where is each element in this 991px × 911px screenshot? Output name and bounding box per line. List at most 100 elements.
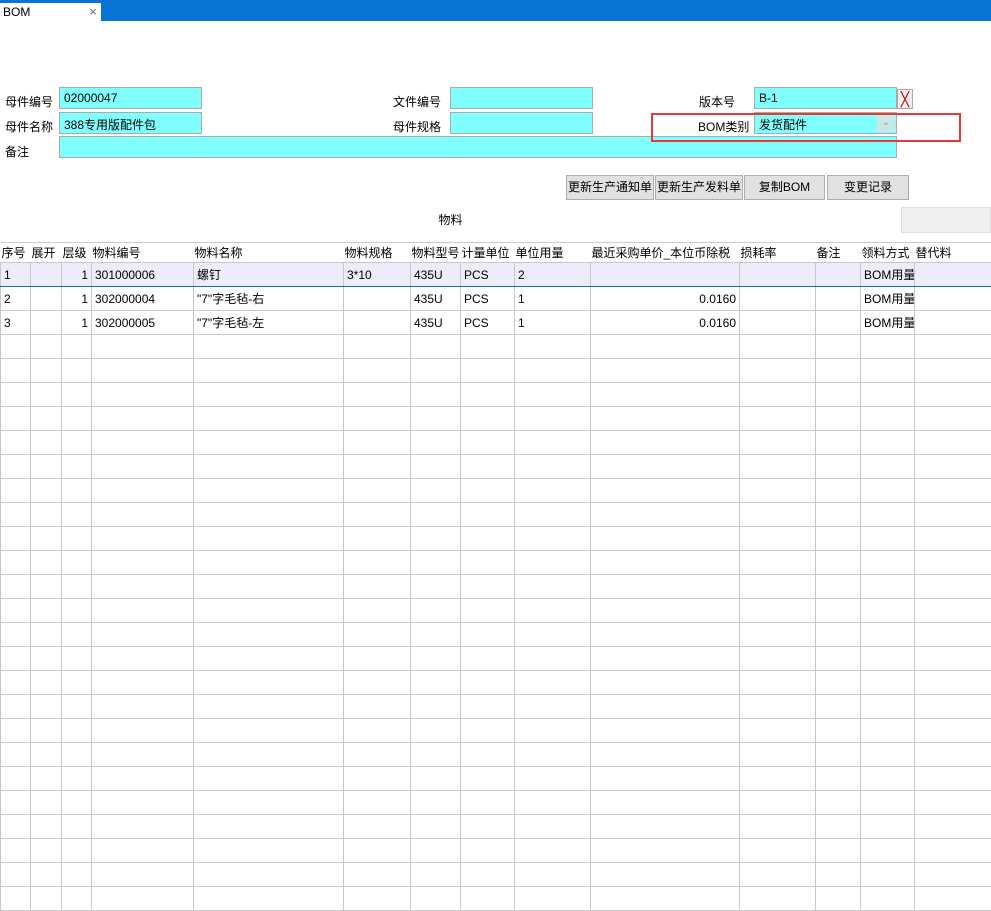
table-cell[interactable] <box>461 671 515 695</box>
table-cell[interactable] <box>92 335 194 359</box>
table-cell[interactable] <box>344 623 411 647</box>
table-cell[interactable] <box>915 695 991 719</box>
table-cell[interactable] <box>62 503 92 527</box>
table-cell[interactable] <box>861 719 915 743</box>
table-cell[interactable] <box>344 335 411 359</box>
table-row[interactable] <box>1 887 991 911</box>
table-cell[interactable] <box>915 479 991 503</box>
table-cell[interactable] <box>62 647 92 671</box>
table-cell[interactable]: BOM用量 <box>861 263 915 287</box>
table-cell[interactable]: 螺钉 <box>194 263 344 287</box>
table-cell[interactable] <box>461 455 515 479</box>
column-header[interactable]: 物料编号 <box>92 243 194 263</box>
table-cell[interactable] <box>915 407 991 431</box>
table-cell[interactable] <box>92 407 194 431</box>
table-cell[interactable] <box>411 455 461 479</box>
clear-version-icon[interactable]: ╳ <box>897 89 913 109</box>
table-cell[interactable] <box>461 839 515 863</box>
table-cell[interactable] <box>194 479 344 503</box>
table-cell[interactable] <box>515 359 591 383</box>
table-cell[interactable] <box>344 455 411 479</box>
table-cell[interactable] <box>861 695 915 719</box>
table-cell[interactable] <box>740 647 816 671</box>
table-cell[interactable] <box>62 887 92 911</box>
table-cell[interactable] <box>344 575 411 599</box>
table-cell[interactable] <box>861 623 915 647</box>
table-cell[interactable] <box>915 815 991 839</box>
table-cell[interactable] <box>816 647 861 671</box>
table-cell[interactable] <box>515 767 591 791</box>
table-cell[interactable] <box>1 479 31 503</box>
table-cell[interactable] <box>62 671 92 695</box>
table-cell[interactable] <box>31 527 62 551</box>
table-cell[interactable] <box>740 479 816 503</box>
table-cell[interactable] <box>92 479 194 503</box>
table-row[interactable] <box>1 455 991 479</box>
table-cell[interactable] <box>515 695 591 719</box>
table-cell[interactable] <box>1 431 31 455</box>
table-cell[interactable] <box>816 743 861 767</box>
table-cell[interactable] <box>461 719 515 743</box>
column-header[interactable]: 物料名称 <box>194 243 344 263</box>
table-cell[interactable] <box>816 503 861 527</box>
table-cell[interactable] <box>740 791 816 815</box>
table-cell[interactable] <box>31 671 62 695</box>
table-cell[interactable] <box>816 551 861 575</box>
table-cell[interactable] <box>740 767 816 791</box>
table-cell[interactable] <box>62 383 92 407</box>
table-cell[interactable] <box>591 575 740 599</box>
table-cell[interactable] <box>461 479 515 503</box>
table-cell[interactable] <box>411 407 461 431</box>
table-cell[interactable] <box>915 431 991 455</box>
table-cell[interactable] <box>861 455 915 479</box>
table-cell[interactable] <box>816 383 861 407</box>
table-cell[interactable] <box>461 815 515 839</box>
table-cell[interactable] <box>411 623 461 647</box>
table-cell[interactable] <box>861 815 915 839</box>
table-cell[interactable] <box>31 503 62 527</box>
table-cell[interactable] <box>31 815 62 839</box>
table-cell[interactable] <box>861 479 915 503</box>
change-log-button[interactable]: 变更记录 <box>827 175 909 200</box>
table-cell[interactable] <box>591 335 740 359</box>
table-cell[interactable] <box>92 767 194 791</box>
table-cell[interactable]: 435U <box>411 287 461 311</box>
column-header[interactable]: 物料型号 <box>411 243 461 263</box>
table-cell[interactable]: 2 <box>515 263 591 287</box>
table-cell[interactable] <box>461 407 515 431</box>
table-cell[interactable] <box>861 383 915 407</box>
table-cell[interactable] <box>1 647 31 671</box>
table-cell[interactable] <box>461 551 515 575</box>
table-cell[interactable] <box>344 719 411 743</box>
column-header[interactable]: 序号 <box>1 243 31 263</box>
table-cell[interactable] <box>861 863 915 887</box>
table-cell[interactable] <box>816 839 861 863</box>
table-cell[interactable] <box>194 791 344 815</box>
table-row[interactable] <box>1 839 991 863</box>
table-cell[interactable] <box>344 671 411 695</box>
table-cell[interactable]: 1 <box>515 311 591 335</box>
table-cell[interactable] <box>344 407 411 431</box>
table-cell[interactable] <box>1 407 31 431</box>
table-cell[interactable] <box>515 839 591 863</box>
column-header[interactable]: 备注 <box>816 243 861 263</box>
table-cell[interactable] <box>344 647 411 671</box>
table-cell[interactable] <box>62 551 92 575</box>
table-cell[interactable] <box>461 431 515 455</box>
table-cell[interactable] <box>861 599 915 623</box>
table-cell[interactable] <box>411 695 461 719</box>
table-cell[interactable] <box>344 791 411 815</box>
table-cell[interactable] <box>816 599 861 623</box>
table-cell[interactable] <box>861 335 915 359</box>
table-cell[interactable] <box>1 791 31 815</box>
table-cell[interactable] <box>344 887 411 911</box>
table-cell[interactable] <box>92 527 194 551</box>
table-cell[interactable]: 435U <box>411 311 461 335</box>
table-cell[interactable] <box>411 527 461 551</box>
table-cell[interactable] <box>591 863 740 887</box>
table-cell[interactable] <box>344 551 411 575</box>
table-cell[interactable] <box>816 335 861 359</box>
table-cell[interactable] <box>816 575 861 599</box>
table-cell[interactable] <box>194 695 344 719</box>
